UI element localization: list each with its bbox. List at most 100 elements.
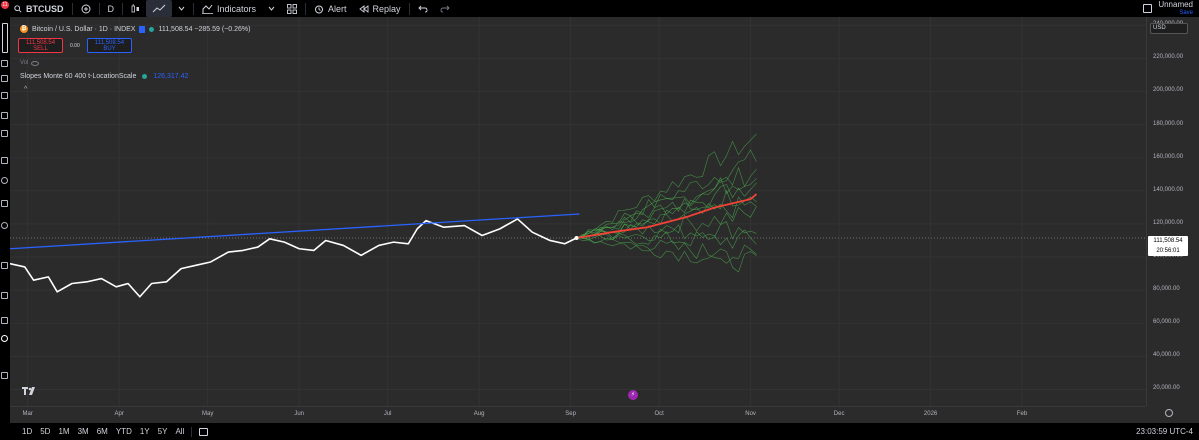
price-axis[interactable]: 240,000.00220,000.00200,000.00180,000.00… xyxy=(1146,17,1199,406)
grid-lines xyxy=(10,17,1146,406)
top-toolbar: 11 BTCUSD D Indicators Alert Replay xyxy=(0,0,1199,17)
candles-icon xyxy=(131,3,139,12)
object-tree-icon[interactable] xyxy=(1,372,8,379)
divider xyxy=(305,2,307,15)
calendar-icon[interactable] xyxy=(199,427,209,436)
price-tick-label: 60,000.00 xyxy=(1153,319,1180,326)
replay-button[interactable]: Replay xyxy=(353,0,407,17)
chart-canvas[interactable] xyxy=(10,17,1146,406)
emoji-icon[interactable] xyxy=(1,177,8,184)
time-tick-label: Apr xyxy=(114,411,124,417)
eye-icon[interactable] xyxy=(1,317,8,324)
layout-controls: Unnamed Save xyxy=(1143,0,1199,17)
zoom-icon[interactable] xyxy=(1,222,8,229)
notification-badge[interactable]: 11 xyxy=(1,1,9,9)
currency-label: USD xyxy=(1153,25,1166,31)
time-tick-label: Jun xyxy=(294,411,304,417)
layout-name-button[interactable]: Unnamed Save xyxy=(1158,0,1193,17)
eye-icon[interactable] xyxy=(31,60,40,66)
interval-label: D xyxy=(107,3,115,14)
bar-style-button[interactable] xyxy=(125,0,146,17)
chart-pane[interactable] xyxy=(10,17,1146,406)
layout-checkbox[interactable] xyxy=(1143,4,1153,13)
layout-name: Unnamed xyxy=(1158,0,1193,9)
indicators-label: Indicators xyxy=(217,3,257,14)
indicator-legend[interactable]: Slopes Monte 60 400 t-LocationScale 126,… xyxy=(20,73,188,80)
price-tick-label: 40,000.00 xyxy=(1153,352,1180,359)
tradingview-logo xyxy=(22,386,38,399)
redo-icon xyxy=(440,5,450,12)
range-button-1m[interactable]: 1M xyxy=(58,427,70,436)
range-button-3m[interactable]: 3M xyxy=(77,427,89,436)
bar-style-dropdown[interactable] xyxy=(172,0,191,17)
buy-label: BUY xyxy=(103,46,116,52)
range-button-5d[interactable]: 5D xyxy=(40,427,51,436)
gear-icon[interactable] xyxy=(1165,409,1173,417)
range-button-1y[interactable]: 1Y xyxy=(139,427,150,436)
range-buttons: 1D 5D 1M 3M 6M YTD 1Y 5Y All xyxy=(0,427,188,436)
time-tick-label: 2026 xyxy=(923,411,938,417)
trend-line-icon[interactable] xyxy=(1,60,8,67)
range-button-ytd[interactable]: YTD xyxy=(115,427,132,436)
time-tick-label: Mar xyxy=(22,411,33,417)
brush-icon[interactable] xyxy=(1,130,8,137)
cursor-icon[interactable] xyxy=(2,23,8,53)
price-tick-label: 80,000.00 xyxy=(1153,286,1180,293)
forecast-icon[interactable] xyxy=(1,112,8,119)
indicator-status-icon xyxy=(142,74,148,79)
sell-label: SELL xyxy=(33,46,48,52)
lock-icon[interactable] xyxy=(1,292,8,299)
symbol-search-button[interactable]: BTCUSD xyxy=(0,0,70,17)
templates-button[interactable] xyxy=(281,0,303,17)
line-style-button[interactable] xyxy=(146,0,172,17)
pattern-icon[interactable] xyxy=(1,92,8,99)
price-tick-label: 160,000.00 xyxy=(1153,153,1184,160)
grid-icon xyxy=(287,3,297,14)
magnet-icon[interactable] xyxy=(1,262,8,269)
interval-button[interactable]: D xyxy=(102,0,121,17)
collapse-legend-icon[interactable]: ^ xyxy=(24,86,28,93)
compare-symbol-button[interactable] xyxy=(75,0,97,17)
simulation-path-line xyxy=(576,229,757,249)
simulation-path-line xyxy=(576,206,757,239)
line-chart-icon xyxy=(152,4,166,12)
range-button-5y[interactable]: 5Y xyxy=(157,427,168,436)
volume-legend[interactable]: Vol xyxy=(20,60,40,66)
price-tick-label: 220,000.00 xyxy=(1153,54,1184,61)
mean-forecast-line xyxy=(576,193,758,239)
current-price-label: 111,508.54 20:56:01 xyxy=(1148,236,1188,256)
range-button-6m[interactable]: 6M xyxy=(96,427,108,436)
ohlc-values: 111,508.54 −285.59 (−0.26%) xyxy=(158,25,251,33)
fib-icon[interactable] xyxy=(1,75,8,82)
time-tick-label: Aug xyxy=(473,411,485,417)
price-tick-label: 120,000.00 xyxy=(1153,219,1184,226)
divider xyxy=(193,2,194,15)
clock[interactable]: 23:03:59 UTC-4 xyxy=(1136,427,1193,436)
range-button-all[interactable]: All xyxy=(175,427,185,436)
price-tick-label: 200,000.00 xyxy=(1153,87,1184,94)
range-button-1d[interactable]: 1D xyxy=(22,427,33,436)
time-tick-label: Sep xyxy=(565,411,576,417)
buy-button[interactable]: 111,508.54 BUY xyxy=(87,38,132,53)
event-marker-icon[interactable]: ⚡ xyxy=(628,390,638,400)
divider xyxy=(191,426,193,437)
ruler-icon[interactable] xyxy=(1,200,8,207)
redo-button[interactable] xyxy=(434,0,456,17)
text-icon[interactable] xyxy=(1,157,8,164)
sell-button[interactable]: 111,508.54 SELL xyxy=(18,38,63,53)
time-axis[interactable]: Mar Apr May Jun Jul Aug Sep Oct Nov Dec 2026 Feb xyxy=(10,406,1146,423)
indicators-dropdown[interactable] xyxy=(262,0,281,17)
symbol-title: Bitcoin / U.S. Dollar · 1D · INDEX xyxy=(32,25,136,33)
trash-icon[interactable] xyxy=(1,335,8,342)
replay-label: Replay xyxy=(372,3,401,14)
simulation-path-line xyxy=(576,149,757,239)
drawing-toolbar xyxy=(0,17,10,423)
trend-line xyxy=(10,213,580,250)
buy-price: 111,508.54 xyxy=(94,40,125,46)
flag-icon[interactable] xyxy=(139,25,146,33)
indicators-button[interactable]: Indicators xyxy=(196,0,262,17)
indicators-icon xyxy=(202,4,213,14)
undo-button[interactable] xyxy=(412,0,434,17)
alert-button[interactable]: Alert xyxy=(308,0,353,17)
currency-selector[interactable]: USD xyxy=(1150,23,1188,34)
